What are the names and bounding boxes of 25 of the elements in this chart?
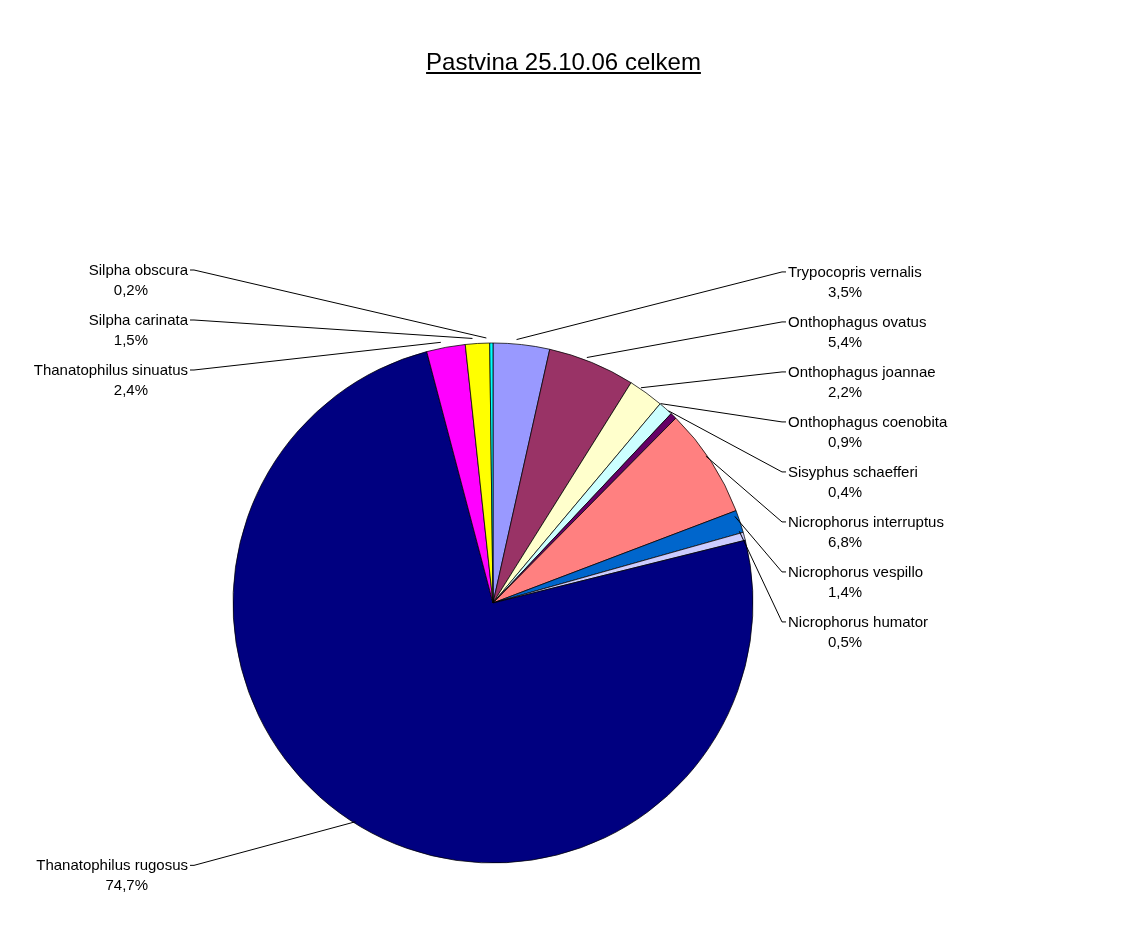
data-label: 1,4%: [828, 582, 863, 600]
slice-label: Nicrophorus interruptus: [788, 512, 944, 530]
data-label: 1,5%: [113, 331, 148, 349]
slice-label: Onthophagus joannae: [788, 362, 936, 380]
data-label: 6,8%: [828, 532, 863, 550]
chart-title: Pastvina 25.10.06 celkem: [425, 48, 702, 76]
slice-label: Silpha obscura: [88, 261, 189, 279]
data-label: 2,2%: [828, 382, 863, 400]
slice-label: Sisyphus schaefferi: [788, 462, 918, 480]
data-label: 3,5%: [828, 282, 863, 300]
data-label: 0,5%: [828, 632, 863, 650]
slice-label: Thanatophilus rugosus: [36, 856, 188, 874]
data-label: 5,4%: [828, 332, 863, 350]
data-label: 74,7%: [105, 876, 148, 894]
slice-label: Thanatophilus sinuatus: [33, 361, 188, 379]
data-label: 2,4%: [113, 381, 148, 399]
slice-label: Nicrophorus vespillo: [788, 562, 924, 580]
slice-label: Onthophagus ovatus: [788, 312, 927, 330]
data-label: 0,4%: [828, 482, 863, 500]
slice-label: Trypocopris vernalis: [788, 262, 922, 280]
slice-label: Silpha carinata: [88, 311, 189, 329]
data-label: 0,2%: [113, 281, 148, 299]
data-label: 0,9%: [828, 432, 863, 450]
slice-label: Onthophagus coenobita: [788, 412, 948, 430]
slice-label: Nicrophorus humator: [788, 612, 929, 630]
